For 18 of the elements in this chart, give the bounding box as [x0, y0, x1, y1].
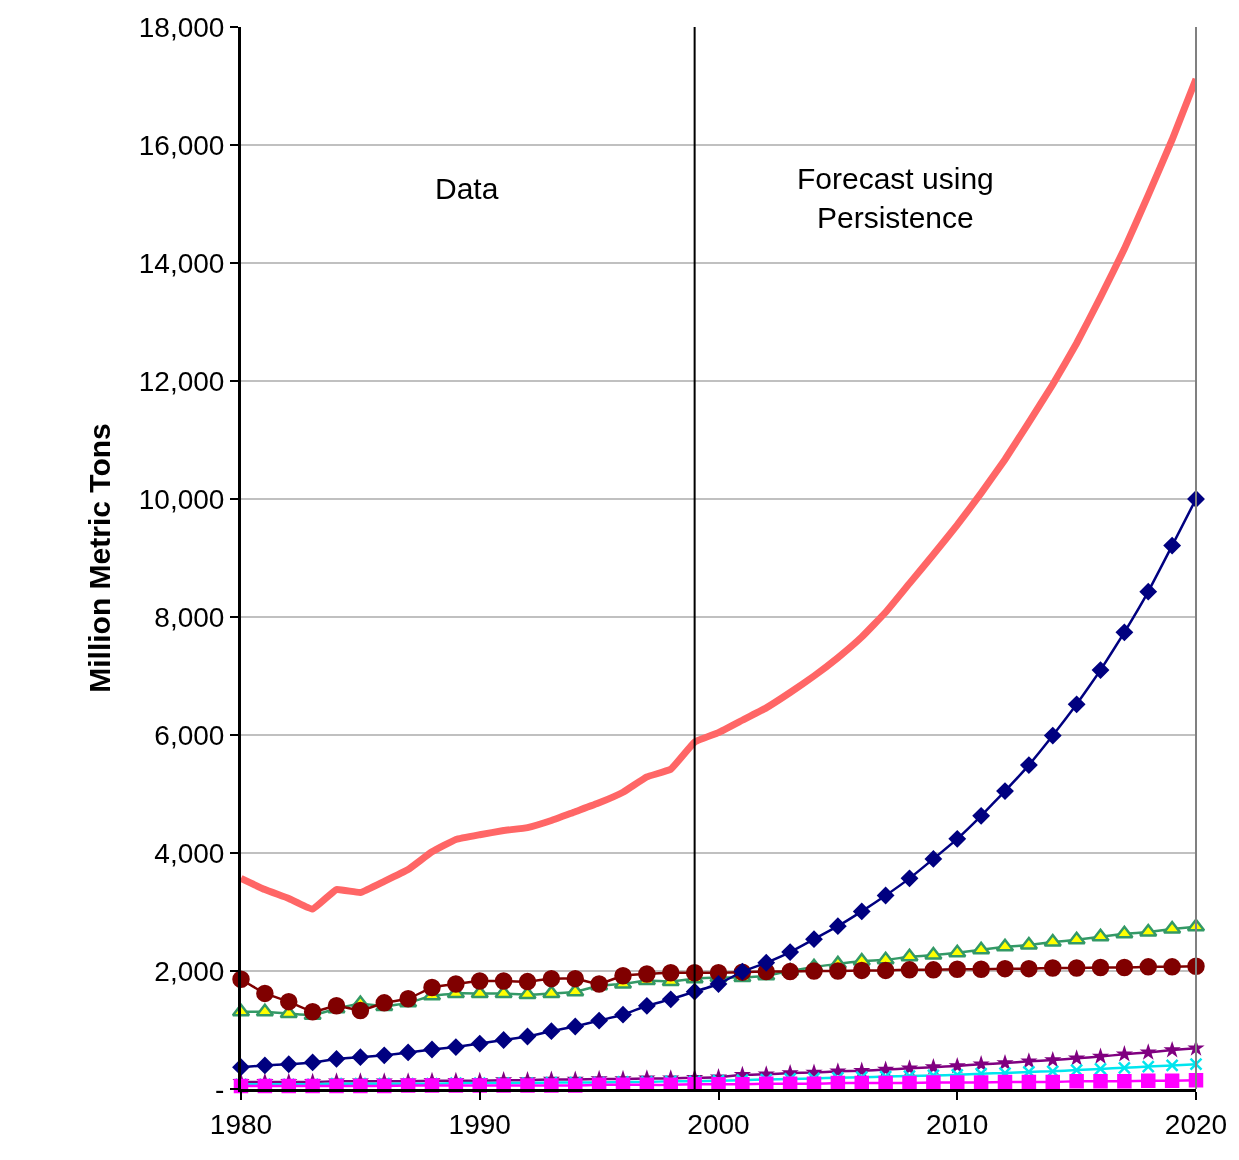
x-tick-label: 1990 [448, 1108, 511, 1140]
y-tick-label: 4,000 [154, 837, 225, 869]
x-tick-label: 1980 [209, 1108, 273, 1140]
y-axis-title: Million Metric Tons [82, 423, 116, 693]
y-tick-label: 10,000 [138, 483, 225, 515]
y-tick-label: 16,000 [138, 129, 225, 161]
annotation: Data [435, 172, 499, 205]
y-tick-label: 8,000 [154, 601, 225, 633]
y-tick-label: 14,000 [138, 247, 225, 279]
y-tick-label: 2,000 [154, 955, 225, 987]
y-tick-label: 12,000 [138, 365, 225, 397]
x-tick-label: 2020 [1164, 1108, 1228, 1140]
annotation: Forecast using Persistence [797, 162, 994, 234]
y-tick-label: 6,000 [154, 719, 225, 751]
x-tick-label: 2000 [687, 1108, 750, 1140]
y-tick-label: - [215, 1073, 225, 1105]
y-tick-label: 18,000 [138, 11, 225, 43]
x-tick-label: 2010 [926, 1108, 989, 1140]
